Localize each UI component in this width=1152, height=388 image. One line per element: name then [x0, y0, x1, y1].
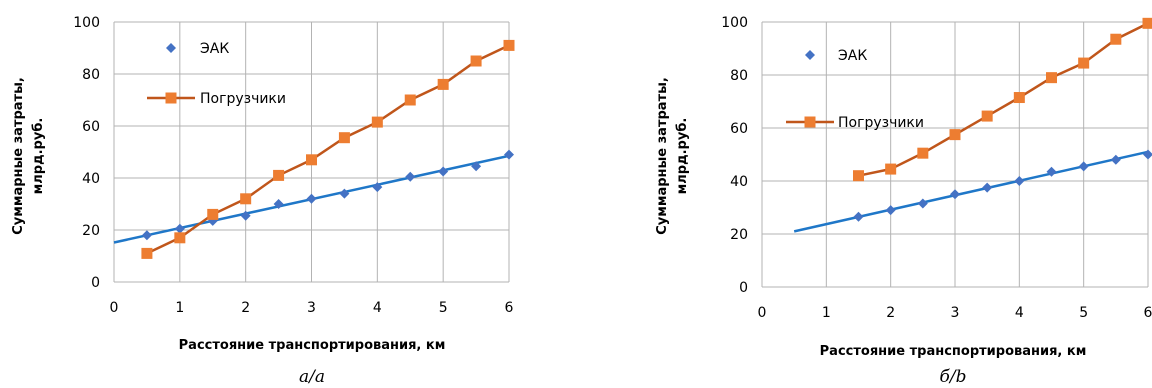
- y-tick-label: 100: [73, 15, 100, 31]
- x-tick-label: 5: [439, 300, 448, 316]
- eak-point: [306, 193, 317, 204]
- eak-point: [141, 230, 152, 241]
- x-tick-label: 2: [241, 300, 250, 316]
- legend-loader-marker: [165, 92, 177, 104]
- eak-point: [917, 198, 928, 209]
- legend-loader-marker: [804, 116, 816, 128]
- y-tick-label: 40: [82, 171, 100, 187]
- loader-point: [1110, 33, 1122, 45]
- y-axis-title: Суммарные затраты,: [11, 77, 26, 235]
- loader-point: [240, 193, 252, 205]
- eak-point: [1014, 176, 1025, 186]
- eak-point: [1110, 154, 1121, 165]
- chart-a: 0 20 40 60 80 100 0 1 2 3 4 5 6 Расстояние транспорти…: [11, 15, 515, 387]
- legend-eak-marker: [805, 50, 815, 60]
- loader-point: [470, 55, 482, 67]
- loader-point: [207, 208, 219, 220]
- loader-point: [273, 169, 285, 181]
- x-tick-label: 3: [951, 305, 960, 321]
- eak-point: [372, 182, 383, 193]
- loader-point: [338, 132, 350, 144]
- eak-trendline: [793, 150, 1149, 233]
- y-tick-label: 80: [730, 68, 748, 84]
- legend-eak-marker: [166, 43, 176, 53]
- x-tick-label: 1: [175, 300, 184, 316]
- loader-point: [853, 170, 864, 182]
- loader-point: [437, 78, 449, 90]
- loader-point: [1046, 72, 1057, 84]
- x-tick-label: 0: [110, 300, 119, 316]
- chart-caption: а/а: [299, 367, 325, 387]
- eak-point: [438, 166, 449, 177]
- y-tick-label: 20: [730, 227, 748, 243]
- x-tick-label: 6: [1144, 305, 1152, 321]
- x-tick-label: 1: [822, 305, 831, 321]
- chart-caption: б/b: [940, 367, 967, 387]
- x-tick-label: 2: [886, 305, 895, 321]
- eak-point: [1143, 149, 1152, 160]
- loader-point: [141, 247, 153, 259]
- y-axis-title: Суммарные затраты,: [655, 77, 670, 235]
- loader-point: [917, 147, 929, 159]
- y-tick-label: 60: [730, 121, 748, 137]
- eak-point: [273, 199, 284, 209]
- x-tick-label: 0: [758, 305, 767, 321]
- loader-point: [503, 39, 515, 51]
- eak-point: [471, 161, 482, 172]
- x-tick-label: 6: [505, 300, 514, 316]
- y-tick-label: 20: [82, 223, 100, 239]
- loader-point: [306, 154, 317, 166]
- chart-b: 0 20 40 60 80 100 0 1 2 3 4 5 6 Расстояние транспорти…: [655, 15, 1152, 387]
- y-tick-label: 80: [82, 67, 100, 83]
- x-tick-label: 3: [307, 300, 316, 316]
- x-tick-label: 4: [1015, 305, 1024, 321]
- legend: ЭАК Погрузчики: [147, 41, 286, 107]
- loader-point: [404, 94, 416, 106]
- loader-line: [858, 22, 1149, 177]
- x-axis-title: Расстояние транспортирования, км: [179, 338, 446, 353]
- legend-eak-label: ЭАК: [838, 48, 867, 64]
- loader-point: [981, 110, 993, 122]
- eak-point: [853, 211, 864, 222]
- eak-point: [504, 149, 514, 160]
- y-axis-title: млрд.руб.: [675, 118, 690, 195]
- legend-eak-label: ЭАК: [200, 41, 229, 57]
- legend-loader-label: Погрузчики: [838, 115, 924, 131]
- x-tick-label: 4: [373, 300, 382, 316]
- x-tick-label: 5: [1079, 305, 1088, 321]
- loader-point: [371, 116, 383, 128]
- eak-point: [950, 189, 960, 200]
- y-tick-label: 60: [82, 119, 100, 135]
- loader-line: [146, 44, 510, 255]
- eak-point: [885, 205, 896, 216]
- eak-point: [240, 210, 251, 221]
- loader-point: [174, 232, 186, 244]
- loader-point: [1078, 57, 1090, 69]
- eak-point: [339, 188, 350, 199]
- eak-point: [1046, 166, 1057, 177]
- loader-point: [949, 129, 961, 141]
- legend: ЭАК Погрузчики: [786, 48, 924, 131]
- eak-point: [174, 223, 185, 234]
- eak-point: [982, 182, 993, 193]
- eak-point: [1078, 161, 1089, 172]
- y-tick-label: 0: [91, 275, 100, 291]
- y-axis-title: млрд.руб.: [31, 118, 46, 195]
- y-tick-label: 100: [721, 15, 748, 31]
- eak-point: [405, 171, 416, 182]
- loader-point: [1013, 92, 1025, 104]
- legend-loader-label: Погрузчики: [200, 91, 286, 107]
- y-tick-label: 0: [739, 280, 748, 296]
- y-tick-label: 40: [730, 174, 748, 190]
- loader-point: [1142, 17, 1152, 29]
- x-axis-title: Расстояние транспортирования, км: [820, 344, 1087, 359]
- loader-point: [885, 163, 897, 175]
